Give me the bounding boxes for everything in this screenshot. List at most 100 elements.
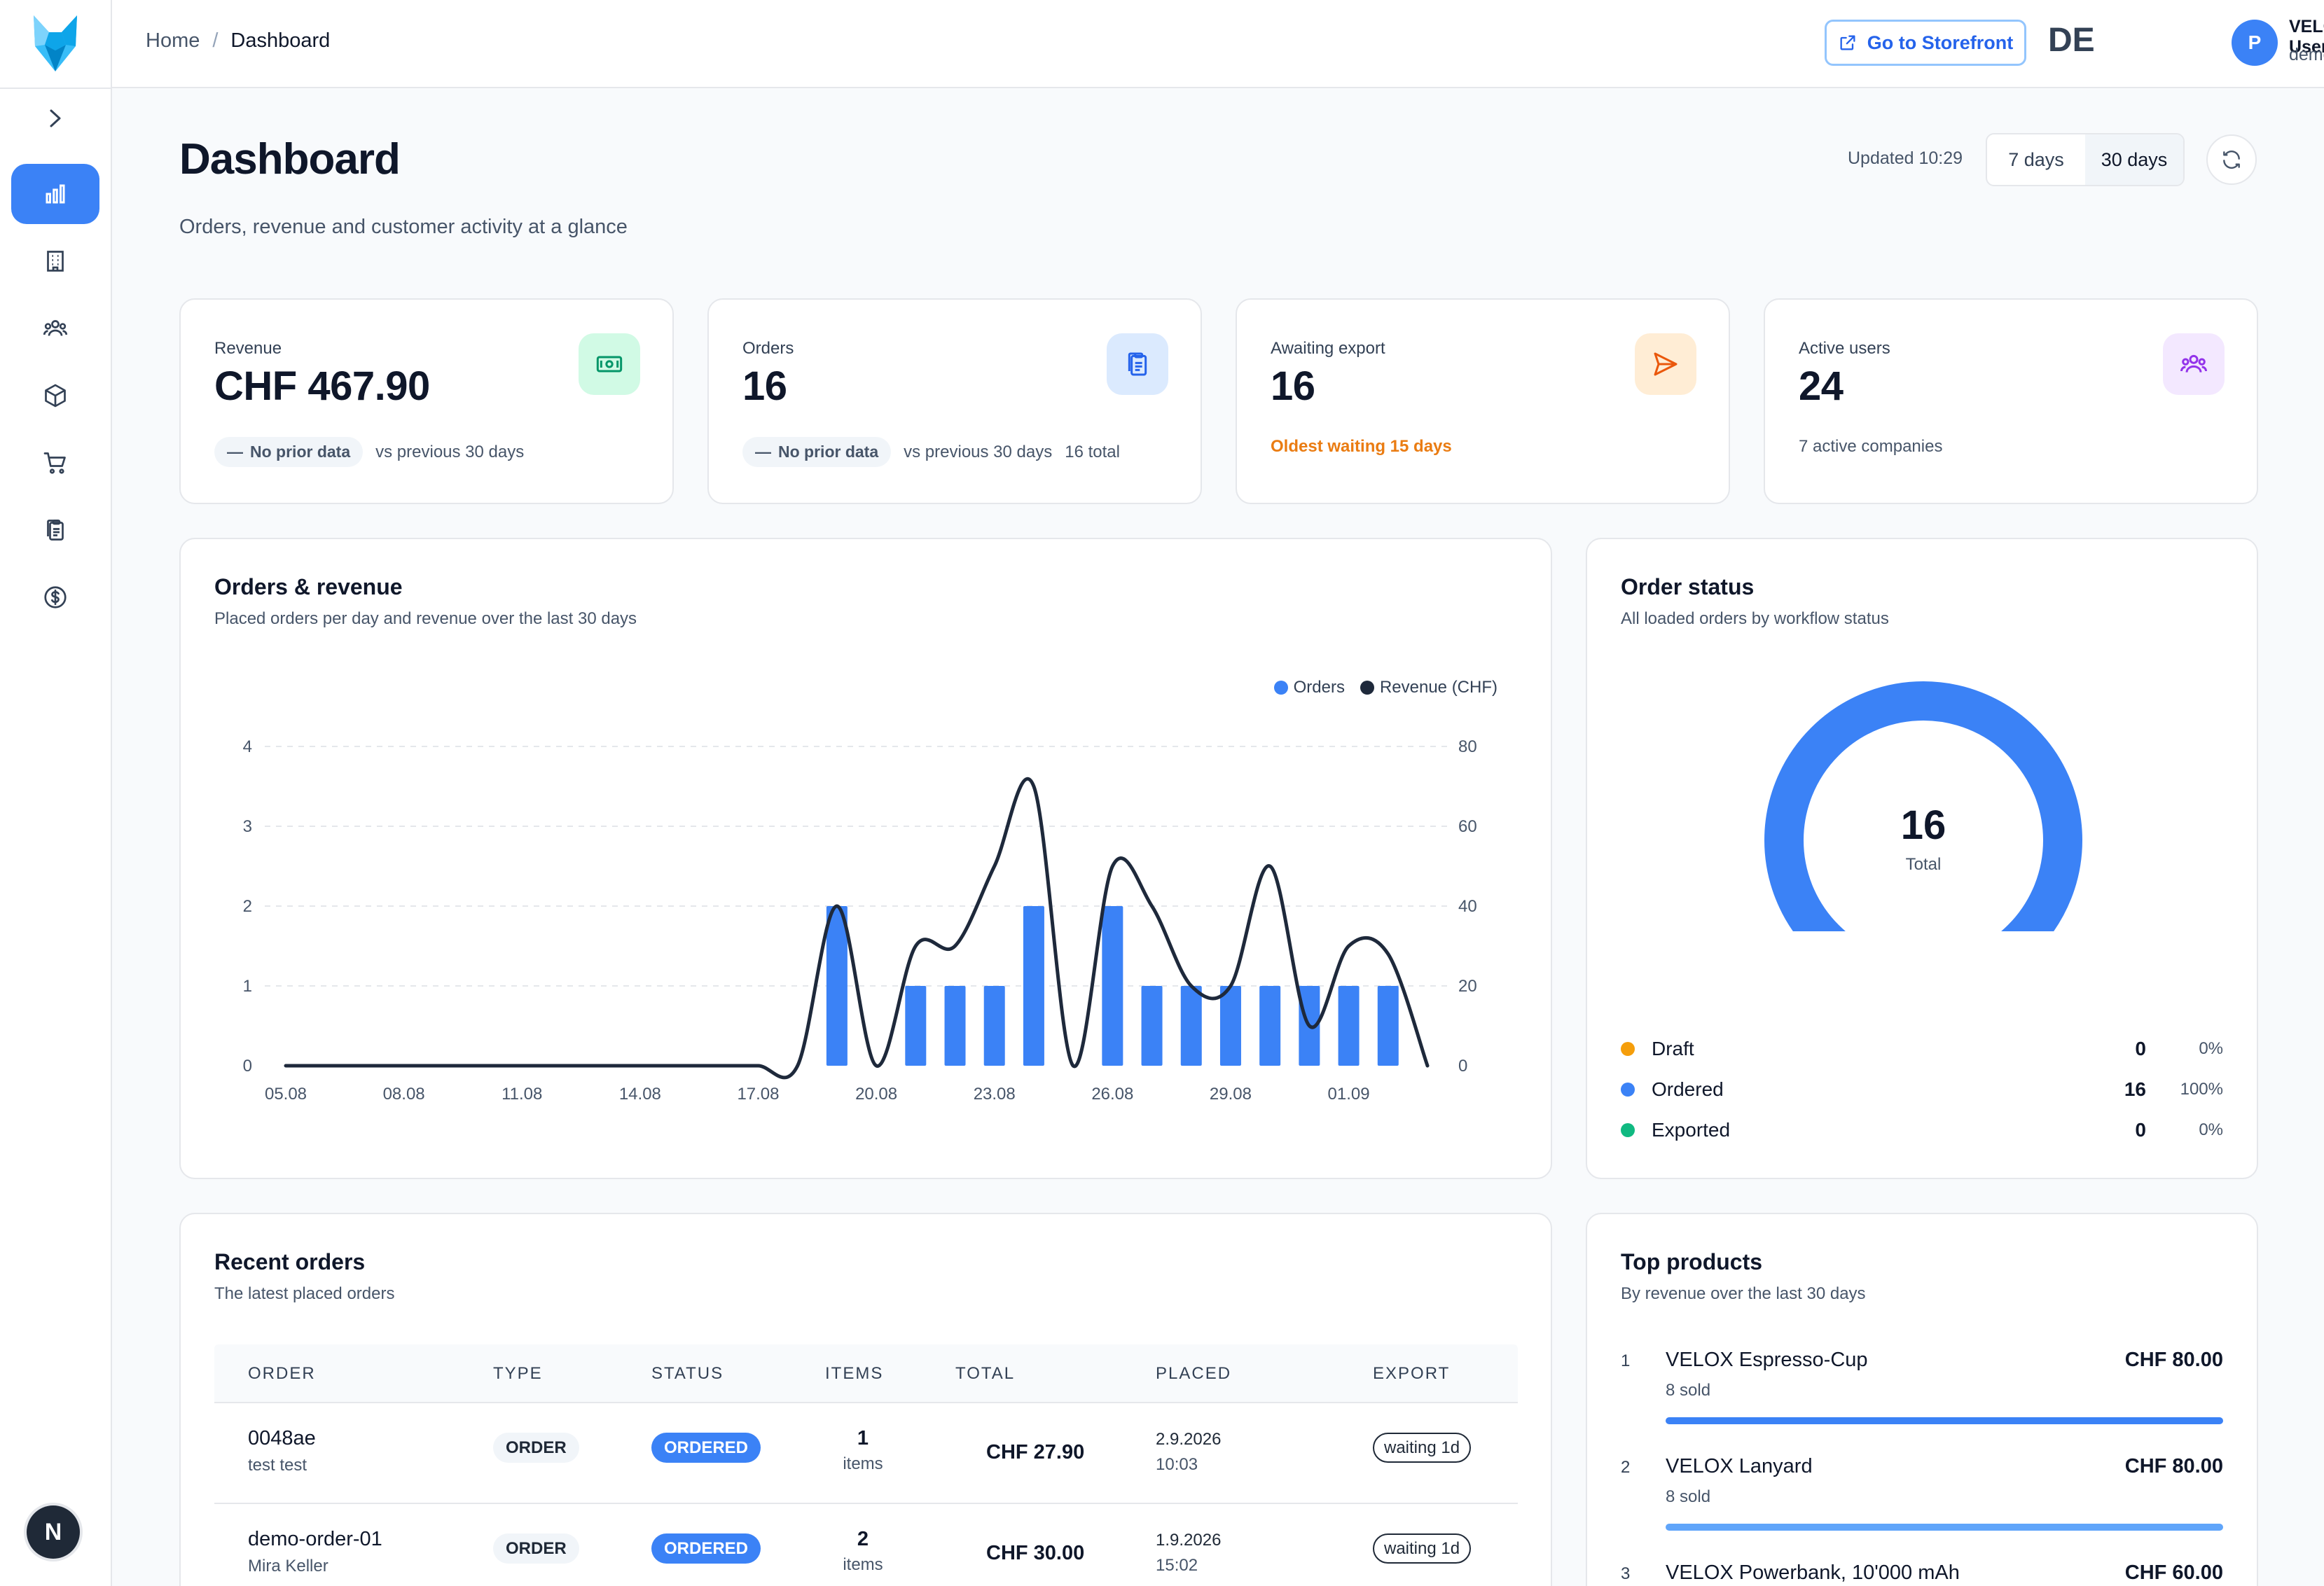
x-tick-label: 23.08	[974, 1085, 1016, 1104]
order-status-card: Order status All loaded orders by workfl…	[1586, 538, 2258, 1179]
sidebar-item-orders[interactable]	[11, 500, 99, 560]
product-rank: 3	[1621, 1564, 1631, 1583]
product-sold: 8 sold	[1666, 1487, 1711, 1506]
legend-orders[interactable]: Orders	[1273, 678, 1345, 697]
column-header-export[interactable]: EXPORT	[1373, 1364, 1451, 1383]
sidebar-item-finance[interactable]	[11, 567, 99, 627]
orders-bar[interactable]	[1102, 906, 1123, 1066]
status-row-ordered: Ordered 16 100%	[1621, 1076, 2223, 1104]
language-switcher[interactable]: DE	[2048, 22, 2095, 59]
minus-icon: —	[755, 443, 771, 461]
product-name[interactable]: VELOX Espresso-Cup	[1666, 1349, 1868, 1371]
fox-logo-icon[interactable]	[31, 14, 80, 73]
revenue-line[interactable]	[284, 777, 1430, 1080]
order-customer: test test	[248, 1456, 307, 1475]
kpi-footer: Oldest waiting 15 days	[1271, 437, 1452, 457]
chevron-right-icon	[50, 109, 61, 127]
table-header: ORDER TYPE STATUS ITEMS TOTAL PLACED EXP…	[214, 1344, 1518, 1403]
product-name[interactable]: VELOX Lanyard	[1666, 1455, 1813, 1477]
orders-bar[interactable]	[1141, 986, 1163, 1066]
orders-bar[interactable]	[1219, 986, 1241, 1066]
sidebar-item-dashboard[interactable]	[11, 164, 99, 224]
column-header-type[interactable]: TYPE	[493, 1364, 543, 1383]
sidebar-item-users[interactable]	[11, 298, 99, 359]
column-header-items[interactable]: ITEMS	[825, 1364, 884, 1383]
page-subtitle: Orders, revenue and customer activity at…	[179, 216, 628, 238]
breadcrumb-home-link[interactable]: Home	[146, 29, 200, 52]
breadcrumb-current: Dashboard	[230, 29, 331, 52]
product-item[interactable]: 1 VELOX Espresso-Cup CHF 80.00 8 sold	[1621, 1349, 2223, 1433]
status-row-exported: Exported 0 0%	[1621, 1116, 2223, 1144]
sidebar-item-cart[interactable]	[11, 433, 99, 493]
orders-bar[interactable]	[1338, 986, 1360, 1066]
y-left-tick-label: 1	[243, 977, 252, 996]
product-item[interactable]: 3 VELOX Powerbank, 10'000 mAh CHF 60.00	[1621, 1561, 2223, 1586]
dollar-icon	[44, 586, 67, 608]
status-percent: 0%	[2199, 1039, 2223, 1058]
orders-bar[interactable]	[905, 986, 927, 1066]
orders-bar[interactable]	[1259, 986, 1281, 1066]
range-30-days[interactable]: 30 days	[2085, 134, 2183, 185]
users-icon	[43, 320, 68, 336]
column-header-status[interactable]: STATUS	[651, 1364, 724, 1383]
orders-bar[interactable]	[1023, 906, 1044, 1066]
orders-bar[interactable]	[944, 986, 966, 1066]
status-badge: ORDERED	[651, 1433, 761, 1463]
status-name: Exported	[1652, 1119, 1731, 1141]
product-name[interactable]: VELOX Powerbank, 10'000 mAh	[1666, 1561, 1960, 1584]
orders-bar[interactable]	[826, 906, 848, 1066]
sidebar-item-products[interactable]	[11, 366, 99, 426]
status-dot	[1621, 1123, 1635, 1137]
kpi-card-active-users: Active users 24 7 active companies	[1764, 298, 2258, 504]
legend-revenue[interactable]: Revenue (CHF)	[1360, 678, 1498, 697]
table-row[interactable]: 0048ae test test ORDER ORDERED 1 items C…	[214, 1403, 1518, 1504]
legend-revenue-label: Revenue (CHF)	[1379, 678, 1498, 697]
sidebar-item-companies[interactable]	[11, 231, 99, 291]
order-id[interactable]: demo-order-01	[248, 1528, 382, 1550]
column-header-order[interactable]: ORDER	[248, 1364, 316, 1383]
orders-bar[interactable]	[983, 986, 1005, 1066]
go-to-storefront-button[interactable]: Go to Storefront	[1825, 20, 2026, 66]
order-id[interactable]: 0048ae	[248, 1427, 316, 1449]
page-title: Dashboard	[179, 135, 401, 183]
updated-timestamp: Updated 10:29	[1848, 148, 1963, 168]
orders-revenue-chart: 0 0 1 20 2 40 3 60 4 80 05.08 08.08 11.08 14.08 17.08 2…	[243, 737, 1477, 1104]
clipboard-icon	[1107, 333, 1168, 395]
status-count: 0	[2135, 1038, 2146, 1059]
user-email: demo@sly.ch	[2289, 45, 2324, 64]
status-dot	[1621, 1042, 1635, 1056]
sidebar: N	[0, 0, 112, 1586]
section-title: Orders & revenue	[214, 574, 403, 599]
product-item[interactable]: 2 VELOX Lanyard CHF 80.00 8 sold	[1621, 1455, 2223, 1539]
orders-bar[interactable]	[1377, 986, 1399, 1066]
status-dot	[1621, 1083, 1635, 1097]
placed-date: 1.9.2026	[1156, 1531, 1222, 1550]
kpi-footer: 7 active companies	[1799, 437, 1942, 457]
status-badge: ORDERED	[651, 1533, 761, 1564]
expand-sidebar-button[interactable]	[41, 104, 70, 133]
user-name[interactable]: VELOX User	[2289, 17, 2324, 57]
section-title: Order status	[1621, 574, 1755, 599]
kpi-value: 24	[1799, 363, 1844, 409]
order-total: CHF 27.90	[986, 1441, 1085, 1463]
users-icon	[2163, 333, 2225, 395]
y-right-tick-label: 40	[1458, 897, 1477, 916]
orders-bar[interactable]	[1180, 986, 1202, 1066]
export-badge: waiting 1d	[1373, 1433, 1472, 1463]
external-link-icon	[1840, 35, 1855, 50]
placed-date: 2.9.2026	[1156, 1430, 1222, 1449]
y-right-tick-label: 0	[1458, 1057, 1467, 1076]
range-7-days[interactable]: 7 days	[2008, 148, 2064, 170]
cash-icon	[579, 333, 640, 395]
x-tick-label: 29.08	[1210, 1085, 1252, 1104]
column-header-placed[interactable]: PLACED	[1156, 1364, 1232, 1383]
refresh-button[interactable]	[2206, 134, 2257, 185]
section-subtitle: By revenue over the last 30 days	[1621, 1284, 1866, 1303]
chip-label: No prior data	[778, 443, 879, 461]
y-left-tick-label: 4	[243, 737, 252, 756]
column-header-total[interactable]: TOTAL	[955, 1364, 1016, 1383]
donut-segment-ordered[interactable]	[1764, 681, 2082, 931]
table-row[interactable]: demo-order-01 Mira Keller ORDER ORDERED …	[214, 1504, 1518, 1586]
sidebar-footer-avatar[interactable]: N	[27, 1505, 80, 1559]
user-avatar[interactable]: P	[2232, 20, 2278, 66]
